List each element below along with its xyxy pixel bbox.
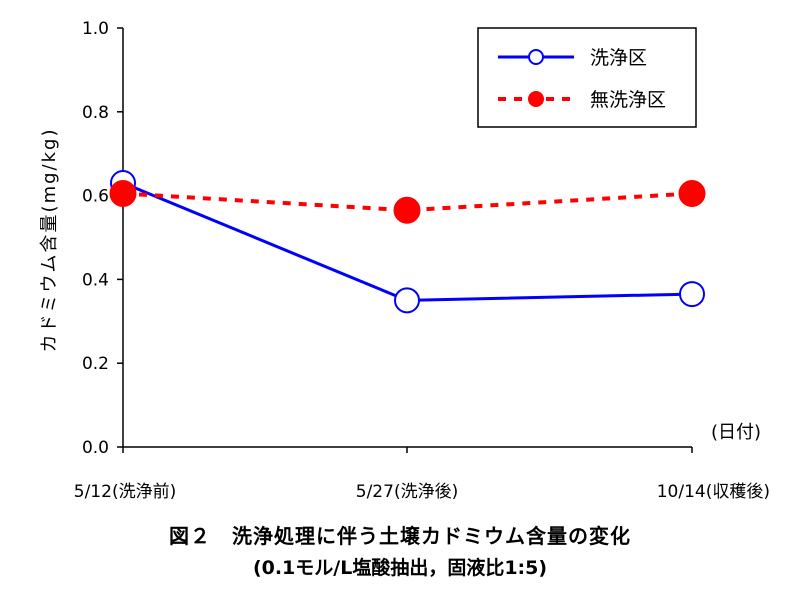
y-tick-label: 0.4 (82, 270, 109, 290)
line-chart: 0.0 0.2 0.4 0.6 0.8 1.0 5/12(洗浄前) 5/27(洗浄後) 10/1… (39, 19, 770, 502)
legend-swatch-marker (528, 49, 544, 65)
figure-caption-subtitle: (0.1モル/L塩酸抽出，固液比1:5) (252, 557, 548, 579)
series-layer (109, 170, 706, 314)
data-point-marker (679, 281, 705, 308)
legend-label: 洗浄区 (590, 47, 647, 69)
x-tick-label: 5/27(洗浄後) (356, 482, 458, 502)
legend-swatch-marker (528, 91, 544, 107)
data-point-marker (394, 287, 420, 314)
x-tick-label: 5/12(洗浄前) (74, 482, 176, 502)
legend-label: 無洗浄区 (590, 89, 666, 111)
y-tick-label: 0.0 (82, 438, 109, 458)
legend-box (477, 27, 697, 128)
data-point-marker (393, 196, 421, 224)
y-tick-label: 0.2 (82, 354, 109, 374)
y-axis-label: カドミウム含量(mg/kg) (39, 128, 60, 353)
figure-caption-title: 図２ 洗浄処理に伴う土壌カドミウム含量の変化 (169, 524, 631, 548)
y-tick-label: 0.6 (82, 187, 109, 207)
x-tick-label: 10/14(収穫後) (657, 482, 770, 502)
data-point-marker (678, 180, 706, 208)
y-tick-label: 0.8 (82, 103, 109, 123)
x-axis-unit: (日付) (711, 422, 761, 443)
axes: 0.0 0.2 0.4 0.6 0.8 1.0 5/12(洗浄前) 5/27(洗浄後) 10/1… (74, 19, 770, 502)
data-point-marker (109, 180, 137, 208)
y-tick-label: 1.0 (82, 19, 109, 39)
